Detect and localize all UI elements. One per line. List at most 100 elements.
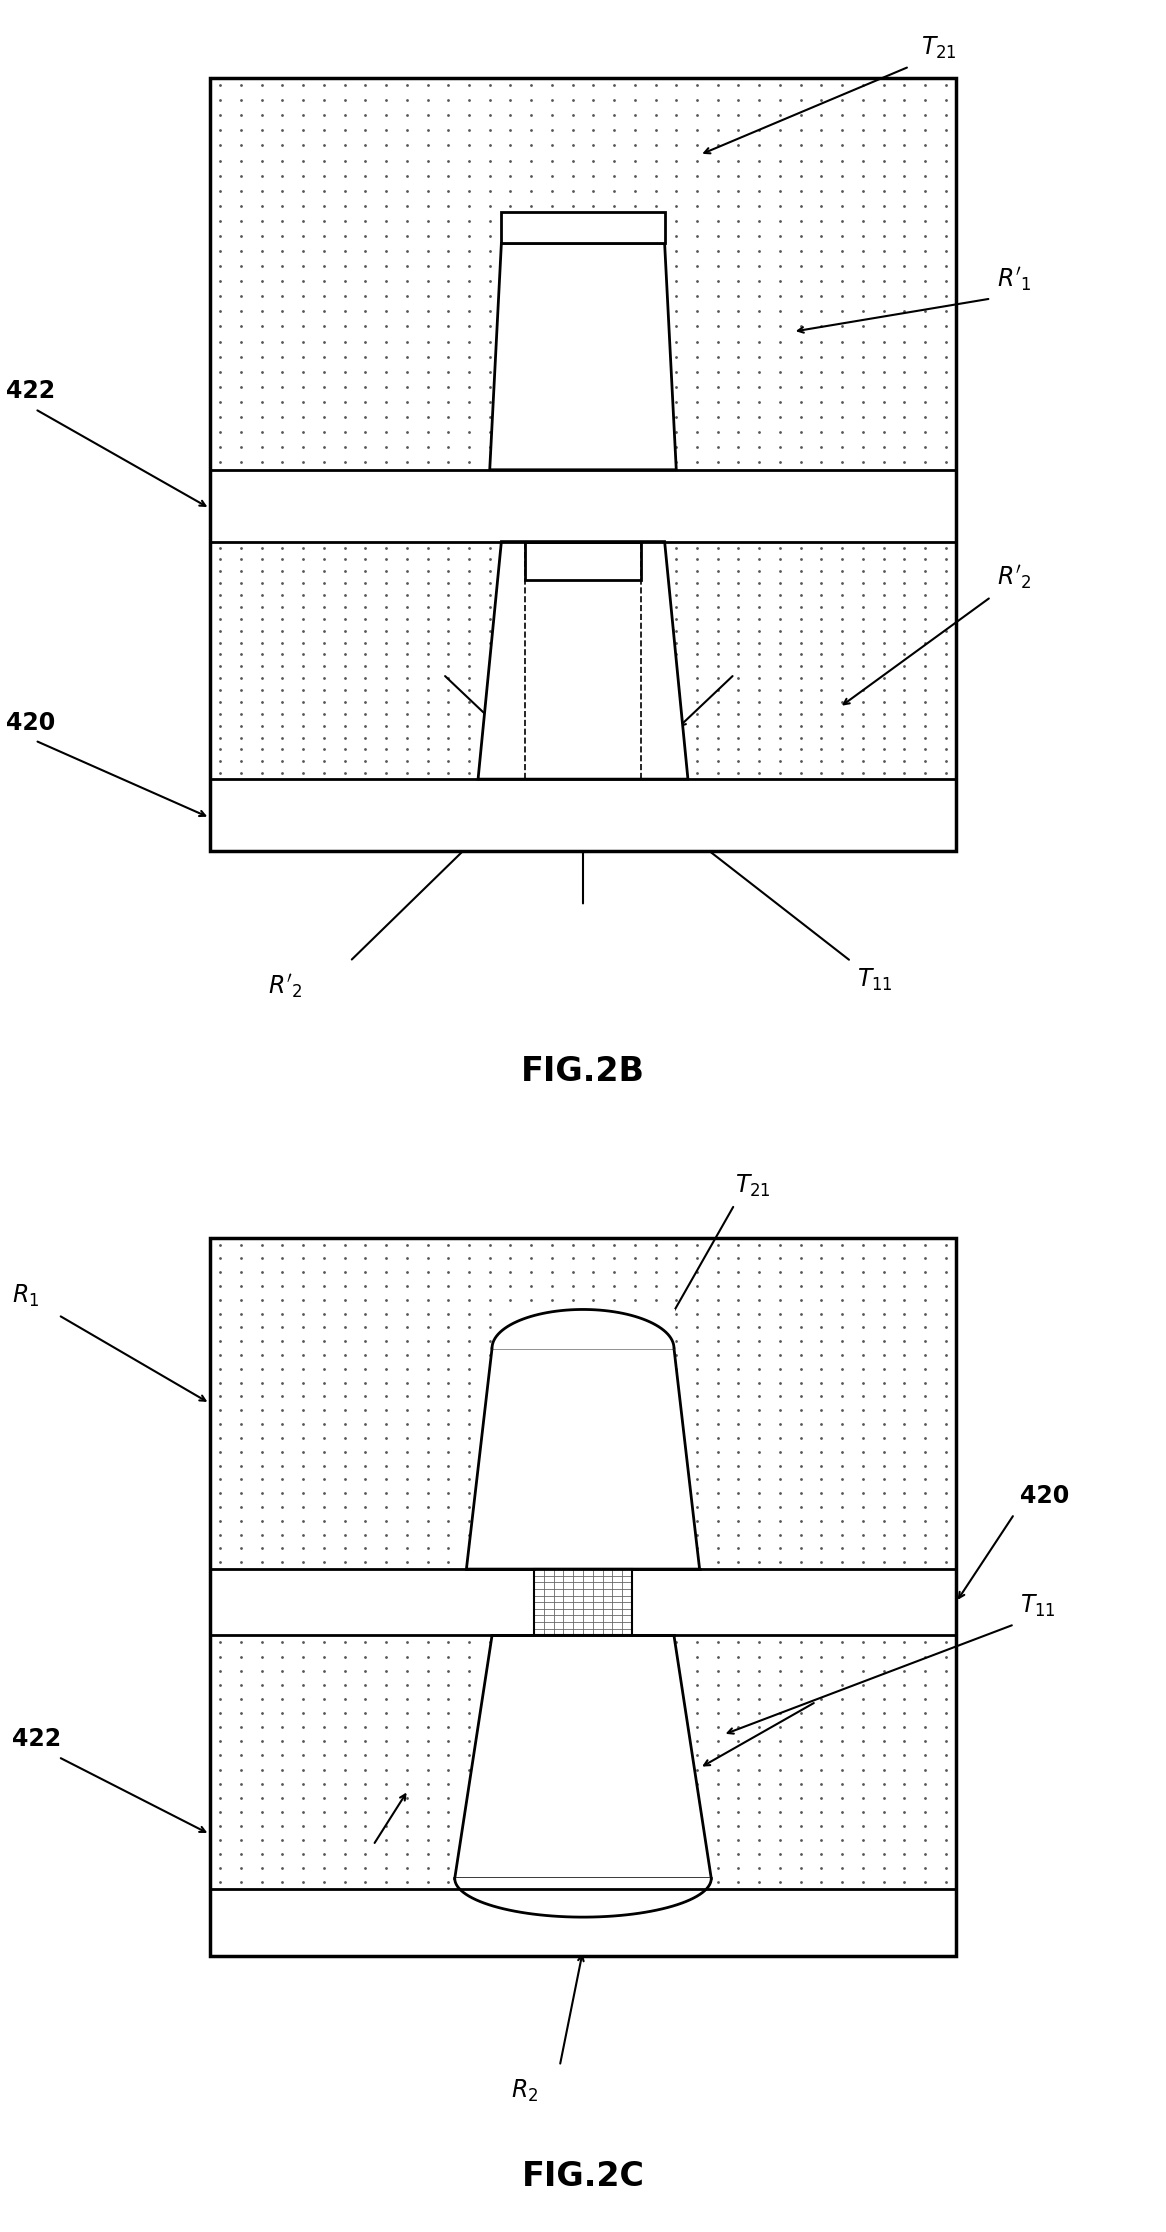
Point: [584, 1281, 603, 1317]
Point: [315, 263, 333, 299]
Point: [315, 429, 333, 464]
Point: [895, 1752, 914, 1788]
Point: [750, 1681, 768, 1716]
Point: [398, 83, 416, 118]
Point: [833, 1681, 851, 1716]
Point: [688, 219, 707, 254]
Point: [232, 1433, 251, 1469]
Point: [501, 614, 520, 650]
Point: [377, 1752, 395, 1788]
Point: [874, 248, 893, 283]
Point: [646, 650, 665, 685]
Point: [501, 1433, 520, 1469]
Point: [729, 1350, 747, 1386]
Point: [211, 683, 230, 719]
Point: [936, 1518, 955, 1553]
Point: [252, 565, 271, 600]
Point: [833, 743, 851, 779]
Point: [915, 112, 934, 147]
Point: [771, 1864, 789, 1899]
Point: [542, 1779, 561, 1815]
Point: [667, 1254, 686, 1290]
Point: [833, 1638, 851, 1674]
Point: [232, 219, 251, 254]
Point: [356, 708, 374, 743]
Point: [709, 529, 728, 565]
Point: [646, 1502, 665, 1538]
Point: [377, 1379, 395, 1415]
Point: [792, 308, 810, 344]
Point: [605, 1228, 624, 1263]
Point: [211, 542, 230, 578]
Point: [336, 578, 354, 614]
Point: [542, 384, 561, 420]
Point: [895, 1254, 914, 1290]
Point: [792, 1864, 810, 1899]
Point: [563, 279, 582, 315]
Point: [563, 232, 582, 268]
Point: [854, 1795, 872, 1830]
Point: [459, 1723, 478, 1759]
Point: [605, 1864, 624, 1899]
Point: [459, 542, 478, 578]
Point: [522, 400, 541, 435]
Point: [750, 1364, 768, 1399]
Point: [750, 1324, 768, 1359]
Point: [377, 1736, 395, 1772]
Point: [232, 1337, 251, 1373]
Point: [419, 683, 437, 719]
Point: [336, 754, 354, 790]
Point: [729, 127, 747, 163]
Point: [792, 650, 810, 685]
Point: [294, 143, 312, 179]
Point: [419, 1821, 437, 1857]
Point: [895, 625, 914, 661]
Point: [252, 1449, 271, 1484]
Point: [584, 158, 603, 194]
Point: [833, 384, 851, 420]
Point: [854, 696, 872, 732]
Point: [771, 565, 789, 600]
Point: [501, 1462, 520, 1498]
Point: [771, 1241, 789, 1277]
Point: [750, 444, 768, 480]
Point: [315, 1228, 333, 1263]
Point: [584, 279, 603, 315]
Point: [522, 1710, 541, 1745]
Point: [563, 1625, 582, 1661]
Point: [792, 708, 810, 743]
Point: [750, 683, 768, 719]
Point: [398, 743, 416, 779]
Point: [232, 554, 251, 589]
Point: [336, 1502, 354, 1538]
Point: [936, 339, 955, 375]
Point: [294, 1736, 312, 1772]
Point: [315, 1667, 333, 1703]
Point: [750, 112, 768, 147]
Point: [336, 429, 354, 464]
Point: [563, 1364, 582, 1399]
Point: [522, 1420, 541, 1455]
Point: [294, 1681, 312, 1716]
Point: [605, 308, 624, 344]
Point: [563, 1545, 582, 1580]
Point: [646, 614, 665, 650]
Point: [605, 1625, 624, 1661]
Point: [563, 1723, 582, 1759]
Point: [709, 1420, 728, 1455]
Point: [771, 1821, 789, 1857]
Point: [625, 1545, 644, 1580]
Point: [398, 232, 416, 268]
Point: [315, 578, 333, 614]
Point: [915, 683, 934, 719]
Point: [356, 1379, 374, 1415]
Point: [232, 187, 251, 223]
Point: [771, 187, 789, 223]
Point: [294, 719, 312, 754]
Point: [459, 1808, 478, 1844]
Point: [915, 1766, 934, 1801]
Point: [895, 1864, 914, 1899]
Point: [792, 614, 810, 650]
Point: [936, 1808, 955, 1844]
Point: [211, 1324, 230, 1359]
